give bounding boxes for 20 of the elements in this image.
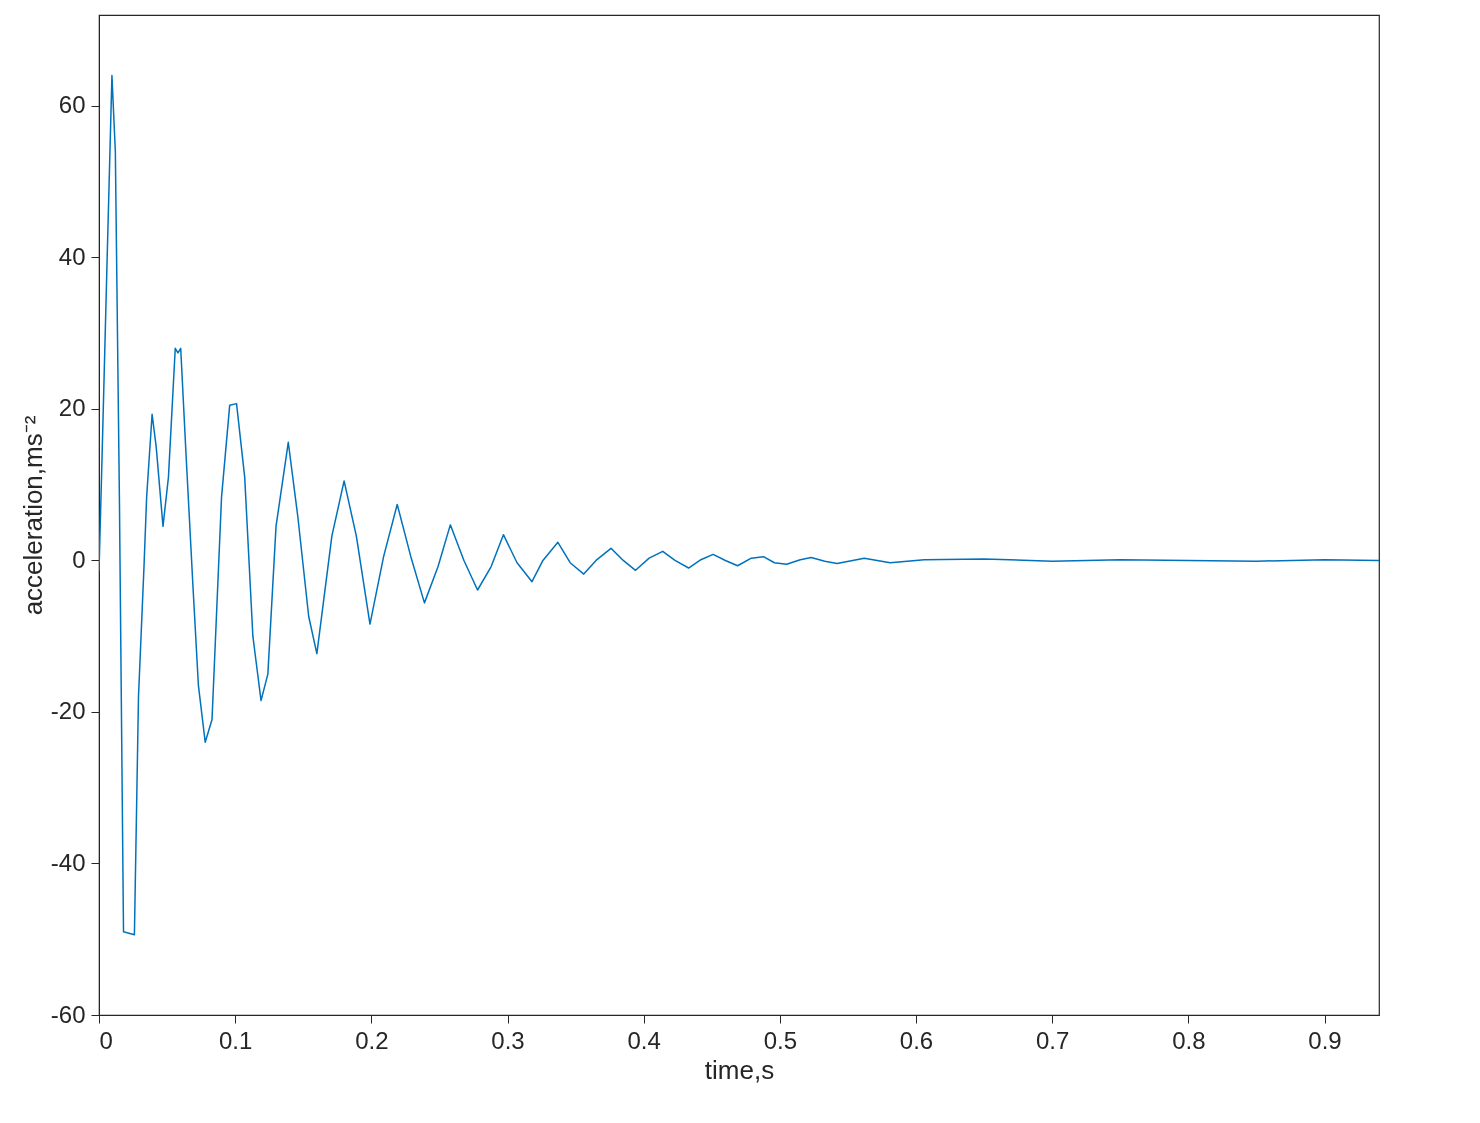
- y-tick-label: -40: [50, 848, 86, 876]
- x-tick-label: 0.3: [491, 1026, 525, 1054]
- y-tick-label: 60: [58, 91, 86, 119]
- x-tick-label: 0.4: [627, 1026, 661, 1054]
- y-axis-title: acceleration,ms⁻²: [17, 415, 48, 616]
- x-tick-label: 0.1: [218, 1026, 253, 1054]
- x-tick-label: 0.7: [1036, 1026, 1070, 1054]
- y-tick-label: -60: [50, 1000, 86, 1028]
- x-axis-title: time,s: [704, 1054, 775, 1085]
- x-tick-label: 0: [99, 1026, 113, 1054]
- x-tick-label: 0.5: [763, 1026, 798, 1054]
- x-tick-label: 0.2: [355, 1026, 389, 1054]
- y-tick-label: 20: [58, 394, 86, 422]
- y-tick-label: 40: [58, 242, 86, 270]
- x-tick-label: 0.8: [1172, 1026, 1206, 1054]
- x-tick-label: 0.9: [1308, 1026, 1342, 1054]
- line-series: [99, 74, 1379, 936]
- x-tick-label: 0.6: [899, 1026, 934, 1054]
- y-tick-label: 0: [72, 545, 86, 573]
- y-tick-label: -20: [50, 697, 86, 725]
